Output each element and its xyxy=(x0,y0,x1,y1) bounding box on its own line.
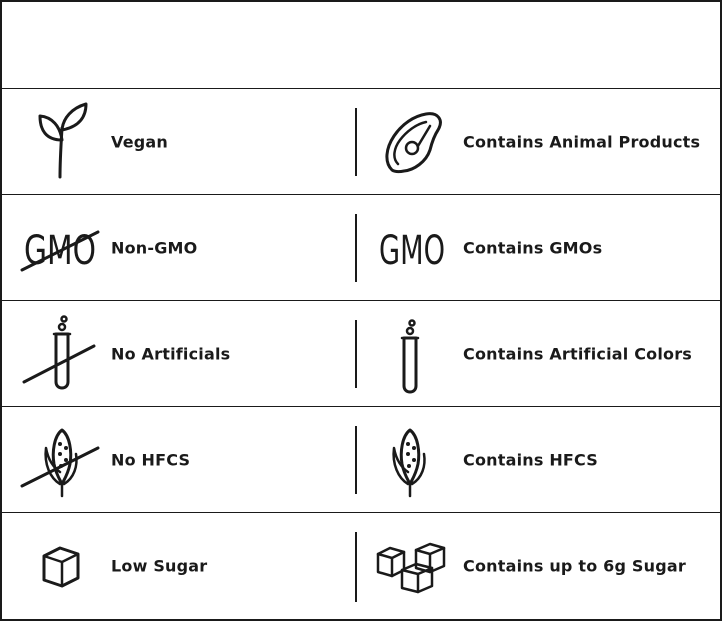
attribute-contains-sugar: Contains up to 6g Sugar xyxy=(358,513,720,619)
attribute-contains-gmos: GMO Contains GMOs xyxy=(358,195,720,300)
gmo-crossed-icon: GMO xyxy=(16,206,100,290)
attribute-label: Contains HFCS xyxy=(463,450,599,469)
attribute-row-gmo: GMO Non-GMO GMO Contains GMOs xyxy=(2,195,720,301)
attribute-label: No HFCS xyxy=(111,450,191,469)
attribute-animal-products: Contains Animal Products xyxy=(358,89,720,194)
attribute-no-artificials: No Artificials xyxy=(2,301,354,406)
attribute-label: Non-GMO xyxy=(111,238,198,257)
row-divider xyxy=(355,532,357,602)
gmo-icon: GMO xyxy=(372,206,456,290)
attribute-non-gmo: GMO Non-GMO xyxy=(2,195,354,300)
test-tube-icon xyxy=(372,312,456,396)
corn-crossed-icon xyxy=(16,418,100,502)
sprout-icon xyxy=(16,100,100,184)
attribute-no-hfcs: No HFCS xyxy=(2,407,354,512)
attribute-contains-hfcs: Contains HFCS xyxy=(358,407,720,512)
attribute-label: Contains GMOs xyxy=(463,238,603,257)
attribute-row-artificials: No Artificials Contains Artificial Color… xyxy=(2,301,720,407)
row-divider xyxy=(355,320,357,388)
header-area xyxy=(2,2,720,89)
sugar-cubes-icon xyxy=(372,524,456,608)
attribute-vegan: Vegan xyxy=(2,89,354,194)
test-tube-crossed-icon xyxy=(16,312,100,396)
attribute-label: Contains Artificial Colors xyxy=(463,344,693,363)
row-divider xyxy=(355,426,357,494)
attribute-label: Low Sugar xyxy=(111,556,208,576)
attribute-row-hfcs: No HFCS Contains HFCS xyxy=(2,407,720,513)
attribute-row-vegan: Vegan Contains Animal Products xyxy=(2,89,720,195)
corn-icon xyxy=(372,418,456,502)
attribute-row-sugar: Low Sugar Contains up to 6g Sugar xyxy=(2,513,720,619)
svg-text:GMO: GMO xyxy=(379,228,445,274)
attribute-low-sugar: Low Sugar xyxy=(2,513,354,619)
sugar-cube-icon xyxy=(16,524,100,608)
attribute-label: Contains up to 6g Sugar xyxy=(463,556,686,576)
attribute-label: Vegan xyxy=(111,132,168,151)
attribute-label: No Artificials xyxy=(111,344,231,363)
row-divider xyxy=(355,108,357,176)
attribute-label: Contains Animal Products xyxy=(463,132,701,151)
steak-icon xyxy=(372,100,456,184)
row-divider xyxy=(355,214,357,282)
attribute-artificial-colors: Contains Artificial Colors xyxy=(358,301,720,406)
